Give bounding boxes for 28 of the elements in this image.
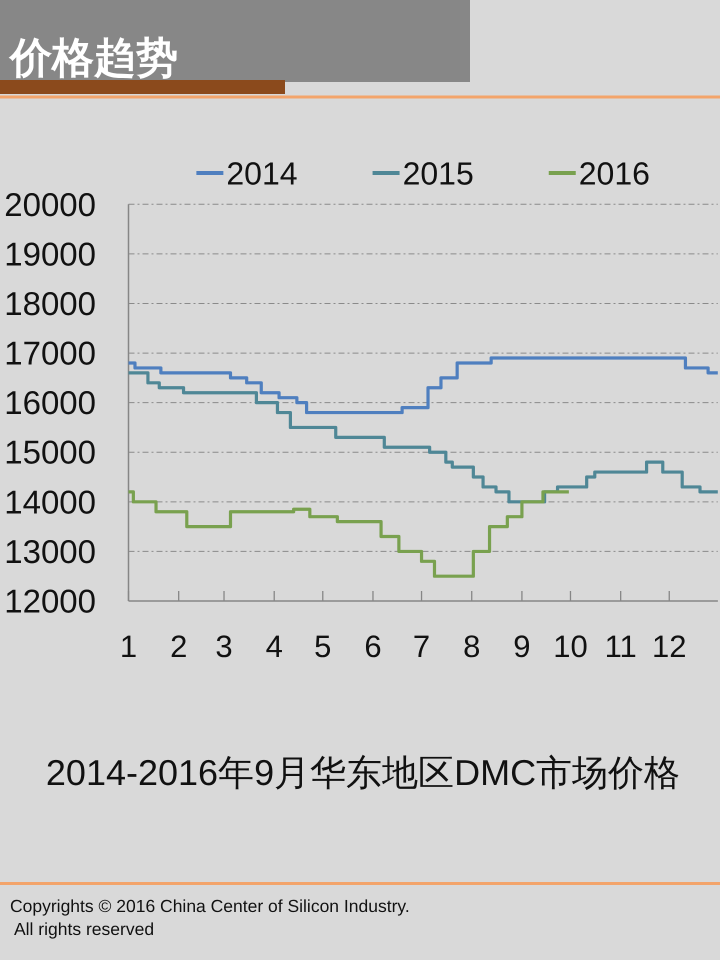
text: All rights reserved — [14, 919, 154, 939]
y-tick-label: 15000 — [4, 434, 96, 471]
x-tick-label: 10 — [553, 629, 588, 664]
x-tick-label: 4 — [266, 629, 283, 664]
x-tick-label: 12 — [652, 629, 686, 664]
x-tick-label: 3 — [215, 629, 233, 664]
legend-label: 2016 — [578, 156, 650, 192]
x-tick-label: 5 — [314, 629, 332, 664]
y-tick-label: 19000 — [4, 235, 96, 272]
x-tick-label: 6 — [364, 629, 382, 664]
y-tick-label: 18000 — [4, 284, 96, 322]
x-tick-label: 1 — [120, 629, 138, 664]
y-tick-label: 13000 — [4, 532, 96, 570]
x-tick-label: 8 — [463, 629, 480, 664]
x-tick-label: 9 — [513, 629, 531, 664]
chart-title: 价格趋势 — [8, 34, 178, 81]
x-tick-label: 7 — [412, 629, 430, 664]
y-tick-label: 12000 — [4, 582, 96, 620]
y-tick-label: 20000 — [4, 186, 96, 223]
x-tick-label: 2 — [170, 629, 188, 664]
legend-label: 2015 — [402, 156, 474, 192]
y-tick-label: 16000 — [4, 384, 96, 422]
x-tick-label: 11 — [604, 629, 637, 664]
text: 2014-2016年9月华东地区DMC市场价格 — [46, 752, 680, 793]
text: Copyrights © 2016 China Center of Silicon Industry. — [10, 896, 410, 916]
legend-label: 2014 — [226, 156, 298, 192]
y-tick-label: 17000 — [4, 334, 96, 372]
y-tick-label: 14000 — [4, 483, 96, 520]
